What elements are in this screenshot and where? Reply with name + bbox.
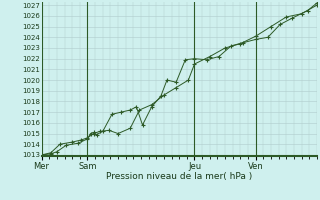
- X-axis label: Pression niveau de la mer( hPa ): Pression niveau de la mer( hPa ): [106, 172, 252, 181]
